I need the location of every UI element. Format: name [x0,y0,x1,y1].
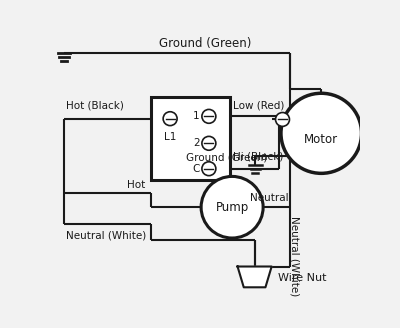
Text: Neutral (White): Neutral (White) [66,230,146,240]
Circle shape [201,176,263,238]
Text: Ground (Green): Ground (Green) [186,153,267,163]
Text: 2: 2 [193,138,200,148]
Text: 1: 1 [193,112,200,121]
Text: L1: L1 [164,132,176,142]
Text: Motor: Motor [304,133,338,146]
Text: Neutral (White): Neutral (White) [290,216,300,297]
Bar [151,97,230,179]
Text: Pump: Pump [216,201,249,214]
Text: C: C [192,164,200,174]
Polygon shape [238,267,272,287]
Text: Low (Red): Low (Red) [233,101,284,111]
Circle shape [202,162,216,176]
Text: Wire Nut: Wire Nut [278,273,326,283]
Text: Ground (Green): Ground (Green) [159,37,251,50]
Circle shape [202,110,216,123]
Circle shape [163,112,177,126]
Text: Neutral: Neutral [250,193,288,203]
Text: Hot (Black): Hot (Black) [66,101,123,111]
Circle shape [202,136,216,150]
Circle shape [276,113,290,126]
Text: Hot: Hot [128,180,146,190]
Text: Hi (Black): Hi (Black) [233,151,283,161]
Circle shape [281,93,362,173]
